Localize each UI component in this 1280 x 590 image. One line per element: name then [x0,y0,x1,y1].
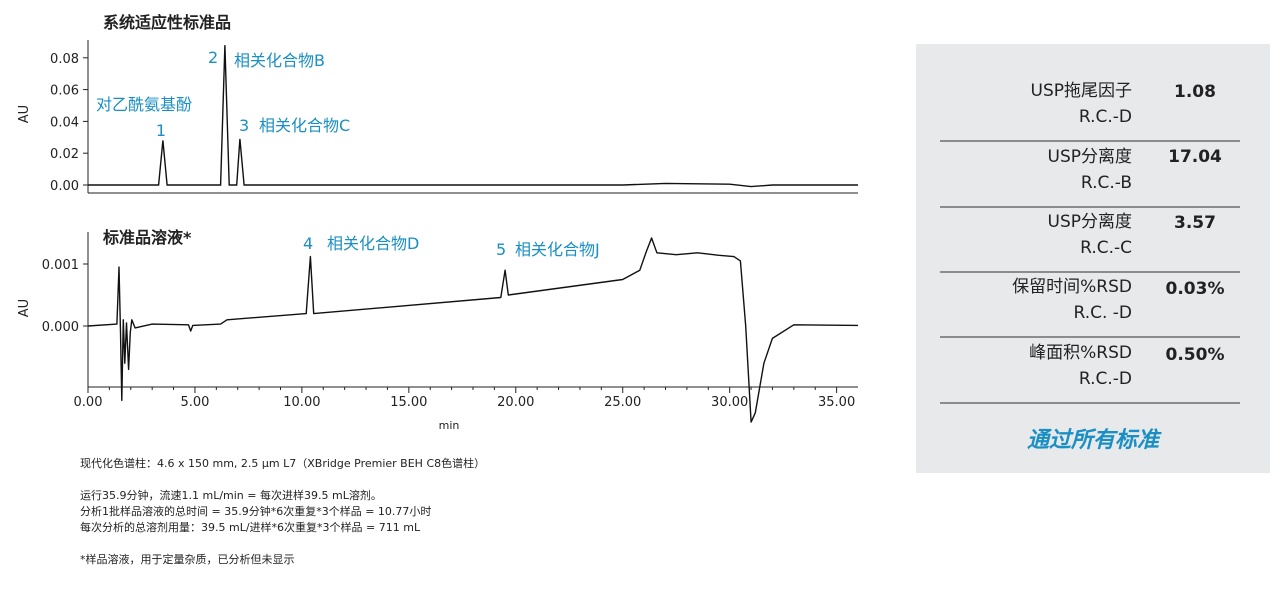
peak-name: 相关化合物C [259,116,350,135]
peak-number: 4 [303,234,313,253]
summary-value: 3.57 [1174,213,1216,233]
y-tick-label: 0.06 [50,84,79,99]
summary-label: USP拖尾因子 R.C.-D [1030,81,1133,127]
note-solvent: 每次分析的总溶剂用量：39.5 mL/进样*6次重复*3个样品 = 711 mL [80,521,421,534]
summary-row: 保留时间%RSD R.C. -D 0.03% [940,270,1240,338]
y-tick-label: 0.08 [50,52,79,67]
peak-name: 相关化合物B [234,51,325,70]
note-column: 现代化色谱柱：4.6 x 150 mm, 2.5 µm L7（XBridge P… [80,457,486,470]
x-tick-label: 0.00 [74,395,103,410]
note-run: 运行35.9分钟，流速1.1 mL/min = 每次进样39.5 mL溶剂。 [80,489,382,502]
y-tick-label: 0.001 [42,258,79,273]
y-tick-label: 0.00 [50,179,79,194]
x-axis-label: min [439,419,460,432]
method-notes: 现代化色谱柱：4.6 x 150 mm, 2.5 µm L7（XBridge P… [80,456,485,568]
y-tick-label: 0.02 [50,147,79,162]
summary-row: 峰面积%RSD R.C.-D 0.50% [940,336,1240,404]
x-tick-label: 5.00 [180,395,209,410]
chart-title: 标准品溶液* [102,228,192,247]
summary-label: 保留时间%RSD R.C. -D [1012,277,1132,323]
summary-label: USP分离度 R.C.-B [1047,147,1133,193]
summary-row: USP分离度 R.C.-C 3.57 [940,205,1240,273]
y-axis-label: AU [17,299,32,317]
peak-number: 3 [239,116,249,135]
chromatogram-trace [87,237,859,423]
x-tick-label: 30.00 [711,395,748,410]
summary-value: 1.08 [1174,82,1216,102]
suitability-summary-panel: USP拖尾因子 R.C.-D 1.08 USP分离度 R.C.-B 17.04 US… [916,44,1270,473]
peak-name: 相关化合物D [327,234,419,253]
peak-number: 5 [496,240,506,259]
pass-all-criteria: 通过所有标准 [1026,428,1159,453]
peak-name: 对乙酰氨基酚 [96,95,192,114]
summary-row: USP分离度 R.C.-B 17.04 [940,140,1240,208]
chromatogram-trace [88,45,858,188]
note-total-time: 分析1批样品溶液的总时间 = 35.9分钟*6次重复*3个样品 = 10.77小… [80,505,432,518]
note-footnote: *样品溶液，用于定量杂质，已分析但未显示 [80,553,295,566]
summary-label: USP分离度 R.C.-C [1047,212,1133,258]
chromatogram-figure: 系统适应性标准品 0.00 0.02 0.04 0.06 0.08 AU 1 对乙酰氨基酚 2 相关… [17,13,859,432]
peak-number: 1 [156,121,166,140]
y-axis-label: AU [17,105,32,123]
peak-number: 2 [208,48,218,67]
chart-title: 系统适应性标准品 [103,13,231,32]
summary-row: USP拖尾因子 R.C.-D 1.08 [940,74,1240,142]
y-tick-label: 0.04 [50,115,79,130]
x-tick-label: 25.00 [604,395,641,410]
x-tick-label: 15.00 [390,395,427,410]
summary-value: 17.04 [1168,147,1222,167]
peak-name: 相关化合物J [515,240,600,259]
x-tick-label: 10.00 [283,395,320,410]
summary-label: 峰面积%RSD R.C.-D [1029,343,1132,389]
y-tick-label: 0.000 [42,320,79,335]
summary-value: 0.50% [1165,345,1225,365]
summary-value: 0.03% [1165,279,1225,299]
x-tick-label: 35.00 [818,395,855,410]
x-tick-label: 20.00 [497,395,534,410]
